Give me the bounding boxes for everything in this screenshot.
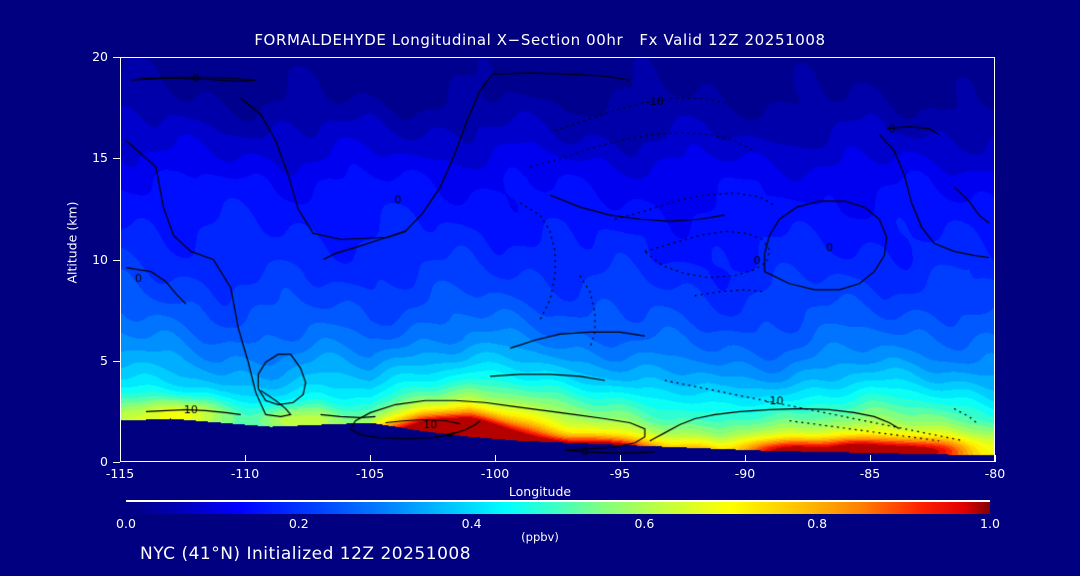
x-tick-mark (245, 455, 246, 462)
y-tick-label: 5 (100, 352, 108, 368)
x-tick-label: -95 (609, 466, 631, 481)
y-tick-label: 20 (92, 49, 108, 64)
colorbar-tick-label: 0.4 (461, 516, 482, 531)
x-tick-label: -115 (105, 466, 135, 481)
colorbar-tick-label: 0.0 (116, 516, 136, 531)
y-tick-label: 0 (100, 454, 108, 469)
x-tick-label: -90 (734, 466, 756, 481)
y-tick-mark (113, 462, 120, 463)
colorbar-tick-label: 0.6 (634, 516, 655, 531)
x-tick-label: -80 (984, 466, 1006, 481)
x-tick-mark (370, 455, 371, 462)
x-tick-label: -85 (859, 466, 881, 481)
footer-caption: NYC (41°N) Initialized 12Z 20251008 (140, 544, 472, 564)
colorbar-tick-label: 0.8 (807, 516, 828, 531)
x-tick-mark (495, 455, 496, 462)
x-tick-label: -110 (230, 466, 260, 481)
y-tick-mark (113, 57, 120, 58)
colorbar-units-label: (ppbv) (521, 530, 559, 544)
y-tick-mark (113, 158, 120, 160)
x-tick-label: -100 (480, 466, 510, 481)
y-tick-label: 15 (92, 150, 108, 166)
x-tick-mark (620, 455, 621, 462)
x-axis-label: Longitude (508, 484, 572, 499)
x-tick-mark (120, 455, 121, 462)
cross-section-heatmap (121, 58, 994, 461)
y-tick-label: 10 (92, 251, 108, 267)
y-axis-label: Altitude (km) (64, 201, 80, 284)
colorbar-tick-label: 1.0 (980, 516, 1000, 531)
y-tick-mark (113, 360, 120, 362)
x-tick-mark (870, 455, 871, 462)
x-tick-mark (745, 455, 746, 462)
chart-title: FORMALDEHYDE Longitudinal X−Section 00hr… (254, 31, 826, 49)
x-tick-mark (995, 455, 996, 462)
y-tick-mark (113, 259, 120, 261)
plot-area (120, 57, 995, 462)
colorbar-gradient (126, 502, 990, 514)
x-tick-label: -105 (355, 466, 385, 481)
colorbar (126, 500, 990, 514)
colorbar-tick-label: 0.2 (288, 516, 309, 531)
